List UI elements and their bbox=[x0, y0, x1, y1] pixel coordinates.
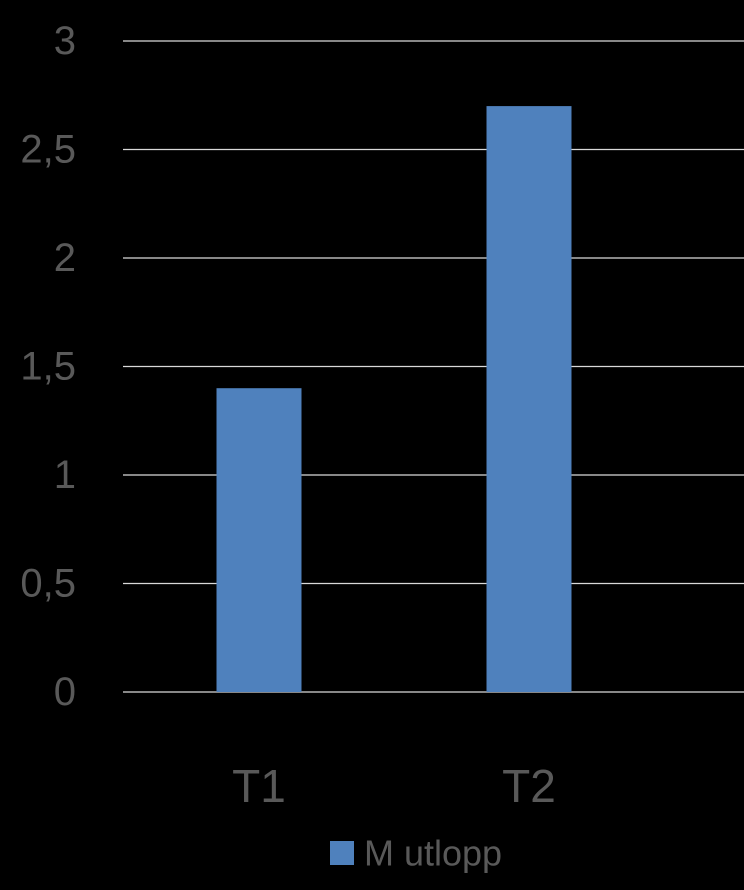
legend-label: M utlopp bbox=[364, 833, 502, 874]
y-tick-label: 1,5 bbox=[20, 345, 76, 389]
y-tick-label: 2,5 bbox=[20, 128, 76, 172]
x-category-label: T2 bbox=[502, 760, 556, 812]
y-tick-label: 0 bbox=[54, 670, 76, 714]
legend-swatch bbox=[330, 841, 354, 865]
y-axis-tick-labels: 0 0,5 1 1,5 2 2,5 3 bbox=[20, 19, 76, 714]
bars bbox=[216, 106, 572, 693]
y-tick-label: 3 bbox=[54, 19, 76, 63]
y-tick-label: 0,5 bbox=[20, 562, 76, 606]
y-tick-label: 1 bbox=[54, 453, 76, 497]
legend: M utlopp bbox=[330, 833, 502, 874]
bar-t1 bbox=[216, 388, 302, 692]
y-tick-label: 2 bbox=[54, 236, 76, 280]
x-category-label: T1 bbox=[232, 760, 286, 812]
bar-t2 bbox=[486, 106, 572, 693]
x-axis-category-labels: T1 T2 bbox=[232, 760, 556, 812]
gridlines bbox=[123, 40, 744, 693]
